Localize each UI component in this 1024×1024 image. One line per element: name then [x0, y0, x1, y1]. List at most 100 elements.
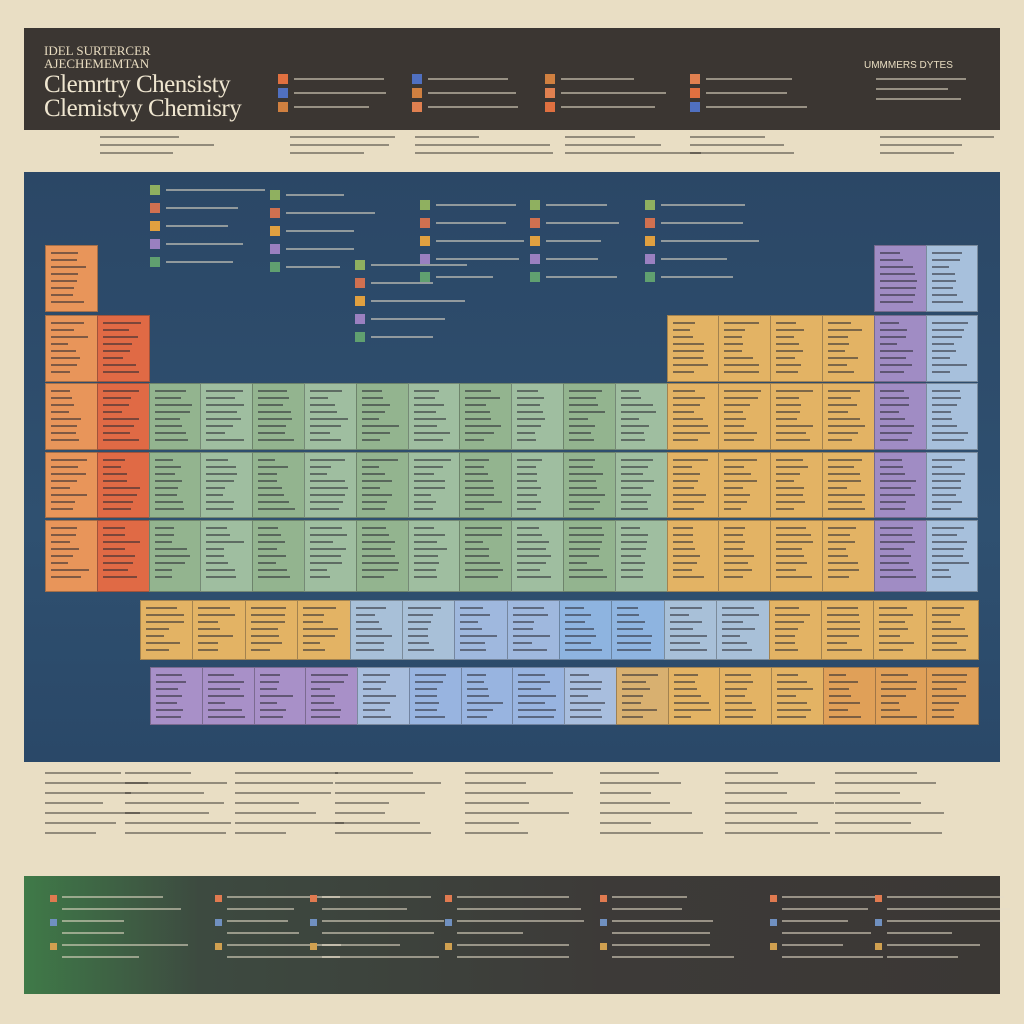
- text-line: [335, 782, 441, 784]
- text-line: [776, 576, 813, 578]
- element-cell: [45, 452, 98, 518]
- text-line: [931, 527, 964, 529]
- text-line: [413, 562, 439, 564]
- text-line: [673, 674, 698, 676]
- text-line: [258, 432, 285, 434]
- text-line: [617, 621, 646, 623]
- text-line: [154, 390, 186, 392]
- text-line: [154, 508, 184, 510]
- text-line: [931, 480, 961, 482]
- text-line: [661, 276, 733, 278]
- text-line: [776, 357, 795, 359]
- text-line: [931, 390, 960, 392]
- text-line: [512, 628, 533, 630]
- text-line: [371, 336, 433, 338]
- text-line: [258, 418, 292, 420]
- text-line: [51, 357, 81, 359]
- text-line: [776, 480, 794, 482]
- text-line: [414, 688, 437, 690]
- element-cell: [252, 452, 305, 518]
- text-line: [51, 487, 70, 489]
- text-line: [207, 674, 235, 676]
- text-line: [466, 716, 488, 718]
- legend-swatch: [420, 218, 430, 228]
- text-line: [125, 822, 232, 824]
- text-line: [51, 466, 78, 468]
- text-line: [620, 487, 644, 489]
- text-line: [835, 802, 921, 804]
- text-line: [258, 397, 289, 399]
- element-cell: [96, 315, 150, 382]
- text-line: [931, 404, 957, 406]
- text-line: [311, 688, 331, 690]
- text-line: [51, 480, 78, 482]
- text-line: [612, 920, 713, 922]
- text-line: [361, 473, 386, 475]
- text-line: [777, 681, 808, 683]
- text-line: [777, 674, 798, 676]
- text-line: [828, 695, 852, 697]
- text-line: [310, 508, 339, 510]
- text-line: [62, 920, 125, 922]
- text-line: [466, 702, 504, 704]
- text-line: [569, 411, 605, 413]
- text-line: [154, 425, 183, 427]
- text-line: [436, 240, 524, 242]
- text-line: [569, 459, 595, 461]
- text-line: [776, 508, 794, 510]
- text-line: [876, 98, 961, 100]
- element-cell: [822, 383, 875, 450]
- element-cell: [873, 600, 927, 660]
- legend-swatch: [645, 236, 655, 246]
- text-line: [725, 695, 746, 697]
- text-line: [569, 508, 594, 510]
- text-line: [828, 473, 860, 475]
- text-line: [828, 439, 853, 441]
- text-line: [600, 802, 671, 804]
- text-line: [879, 259, 903, 261]
- text-line: [102, 350, 130, 352]
- text-line: [931, 357, 951, 359]
- text-line: [931, 364, 968, 366]
- element-cell: [200, 452, 254, 518]
- text-line: [258, 508, 296, 510]
- text-line: [303, 621, 324, 623]
- text-line: [198, 642, 219, 644]
- text-line: [250, 628, 278, 630]
- text-line: [617, 614, 639, 616]
- badge: UMMMERS DYTES: [864, 60, 953, 71]
- text-line: [294, 92, 387, 94]
- text-line: [724, 527, 746, 529]
- text-line: [407, 621, 432, 623]
- text-line: [828, 527, 857, 529]
- text-line: [777, 702, 808, 704]
- text-line: [457, 920, 585, 922]
- text-line: [258, 411, 291, 413]
- text-line: [724, 364, 759, 366]
- text-line: [565, 635, 596, 637]
- text-line: [361, 548, 392, 550]
- text-line: [826, 621, 861, 623]
- text-line: [931, 621, 951, 623]
- text-line: [154, 548, 188, 550]
- text-line: [621, 674, 658, 676]
- legend-swatch: [420, 200, 430, 210]
- legend-swatch: [355, 332, 365, 342]
- element-cell: [718, 520, 772, 592]
- text-line: [879, 294, 915, 296]
- legend-swatch: [355, 278, 365, 288]
- element-cell: [666, 383, 720, 450]
- text-line: [931, 494, 956, 496]
- text-line: [361, 418, 380, 420]
- text-line: [570, 709, 602, 711]
- text-line: [561, 92, 667, 94]
- text-line: [125, 772, 191, 774]
- text-line: [51, 364, 78, 366]
- element-cell: [401, 600, 456, 660]
- text-line: [931, 607, 964, 609]
- text-line: [672, 404, 700, 406]
- text-line: [570, 716, 602, 718]
- element-cell: [459, 383, 513, 450]
- text-line: [371, 318, 445, 320]
- text-line: [672, 371, 695, 373]
